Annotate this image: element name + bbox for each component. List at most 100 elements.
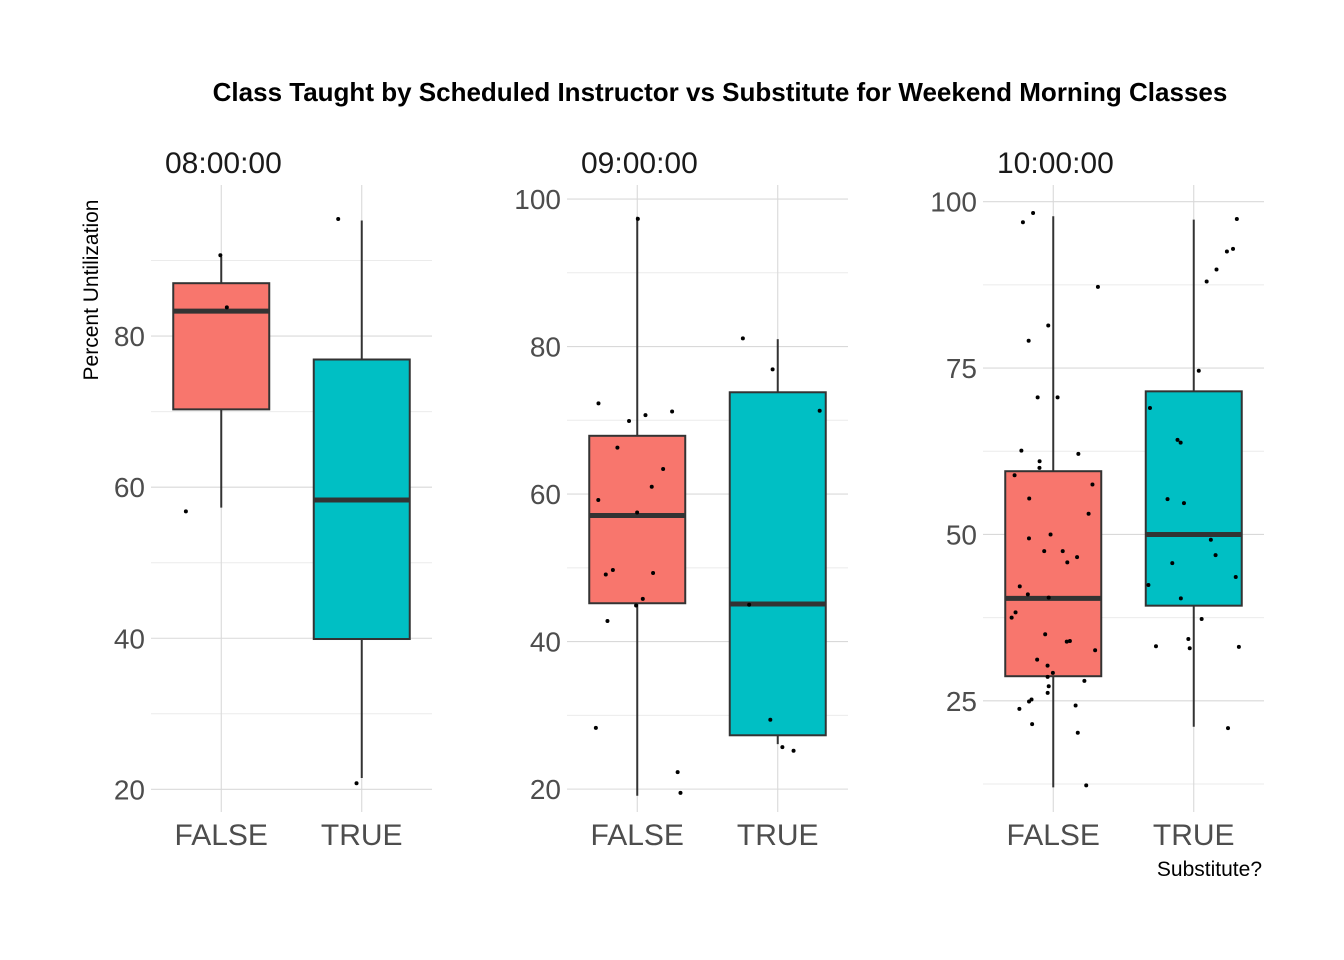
data-point (1048, 532, 1053, 537)
data-point (791, 748, 796, 753)
box-false (588, 434, 687, 605)
data-point (1234, 216, 1239, 221)
data-point (1037, 465, 1042, 470)
data-point (651, 571, 656, 576)
facet-label: 10:00:00 (997, 147, 1114, 180)
data-point (780, 745, 785, 750)
data-point (1026, 536, 1031, 541)
data-point (1035, 395, 1040, 400)
data-point (1045, 663, 1050, 668)
data-point (1046, 684, 1051, 689)
data-point (1170, 561, 1175, 566)
data-point (224, 305, 229, 310)
data-point (1012, 473, 1017, 478)
y-tick-label: 50 (946, 519, 977, 550)
data-point (1224, 249, 1229, 254)
data-point (1020, 220, 1025, 225)
data-point (1037, 459, 1042, 464)
data-point (1095, 284, 1100, 289)
data-point (1153, 644, 1158, 649)
data-point (1086, 511, 1091, 516)
facet-label: 09:00:00 (581, 147, 698, 180)
data-point (1009, 615, 1014, 620)
box-true (1144, 390, 1243, 607)
data-point (1178, 440, 1183, 445)
data-point (1055, 395, 1060, 400)
y-tick-label: 60 (114, 472, 145, 503)
facet-panel: 20 40 60 80 FALSE TRUE 08:00:00 (114, 147, 432, 852)
data-point (1026, 338, 1031, 343)
y-axis-label: Percent Untilization (80, 200, 103, 381)
data-point (1165, 497, 1170, 502)
data-point (1175, 437, 1180, 442)
data-point (1065, 560, 1070, 565)
data-point (1226, 726, 1231, 731)
data-point (1045, 690, 1050, 695)
data-point (1067, 638, 1072, 643)
data-point (1075, 555, 1080, 560)
data-point (1064, 639, 1069, 644)
data-point (1199, 616, 1204, 621)
data-point (1146, 583, 1151, 588)
data-point (747, 602, 752, 607)
data-point (1090, 482, 1095, 487)
data-point (218, 253, 223, 258)
x-tick-label: TRUE (1153, 819, 1235, 852)
data-point (596, 401, 601, 406)
data-point (635, 510, 640, 515)
facet-panel: 20 40 60 80 100 FALSE TRUE 09:00:00 (514, 147, 848, 852)
data-point (1035, 657, 1040, 662)
data-point (596, 497, 601, 502)
data-point (1073, 703, 1078, 708)
x-tick-label: FALSE (591, 819, 684, 852)
y-tick-label: 25 (946, 686, 977, 717)
y-tick-label: 80 (114, 321, 145, 352)
data-point (1027, 496, 1032, 501)
data-point (1186, 636, 1191, 641)
data-point (1233, 575, 1238, 580)
data-point (768, 717, 773, 722)
data-point (1060, 549, 1065, 554)
data-point (649, 484, 654, 489)
y-tick-label: 80 (530, 332, 561, 363)
data-point (1042, 549, 1047, 554)
data-point (1013, 610, 1018, 615)
data-point (593, 725, 598, 730)
data-point (615, 445, 620, 450)
box-false (1004, 470, 1103, 678)
data-point (1084, 783, 1089, 788)
data-point (183, 509, 188, 514)
box-false (172, 282, 271, 411)
data-point (1019, 448, 1024, 453)
chart-title: Class Taught by Scheduled Instructor vs … (213, 77, 1228, 107)
data-point (1017, 706, 1022, 711)
data-point (740, 336, 745, 341)
data-point (1076, 451, 1081, 456)
data-point (1093, 648, 1098, 653)
data-point (635, 216, 640, 221)
data-point (1082, 678, 1087, 683)
data-point (675, 770, 680, 775)
data-point (670, 409, 675, 414)
data-point (1046, 323, 1051, 328)
data-point (770, 367, 775, 372)
data-point (1043, 632, 1048, 637)
data-point (1017, 584, 1022, 589)
x-tick-label: TRUE (321, 819, 403, 852)
data-point (603, 572, 608, 577)
data-point (1181, 501, 1186, 506)
box-true (728, 391, 827, 737)
data-point (1045, 674, 1050, 679)
data-point (1208, 537, 1213, 542)
data-point (1050, 670, 1055, 675)
data-point (817, 408, 822, 413)
y-tick-label: 100 (930, 187, 977, 218)
y-tick-label: 20 (530, 774, 561, 805)
data-point (1214, 267, 1219, 272)
y-tick-label: 40 (114, 623, 145, 654)
data-point (1031, 210, 1036, 215)
data-point (1178, 596, 1183, 601)
data-point (1027, 699, 1032, 704)
data-point (1030, 722, 1035, 727)
